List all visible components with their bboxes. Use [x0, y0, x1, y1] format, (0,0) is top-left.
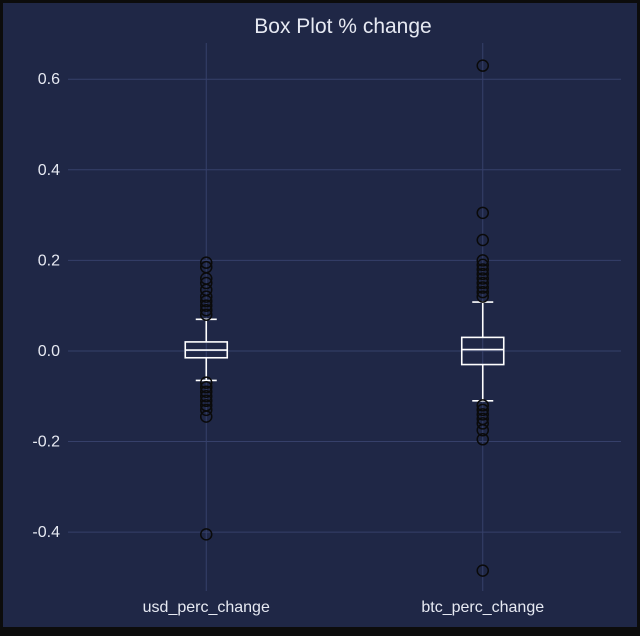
chart-frame: -0.4 -0.2 0.0 0.2 0.4 0.6 usd_perc_change btc_p…	[3, 3, 637, 627]
outlier-point	[476, 290, 489, 303]
outlier-point	[476, 417, 489, 430]
x-tick-label: usd_perc_change	[143, 599, 270, 616]
box-group-usd_perc_change	[184, 256, 229, 541]
outlier-point	[200, 276, 213, 290]
y-tick-label: 0.4	[38, 162, 60, 179]
outlier-point	[200, 308, 213, 321]
outlier-point	[200, 394, 213, 408]
outlier-point	[200, 290, 213, 303]
outlier-point	[200, 385, 213, 398]
outlier-point	[476, 285, 489, 299]
outlier-point	[476, 408, 489, 421]
y-tick-label: 0.0	[38, 343, 60, 360]
y-tick-label: 0.6	[38, 71, 60, 88]
outlier-point	[200, 410, 213, 423]
y-tick-label: -0.4	[32, 524, 60, 541]
outlier-point	[476, 281, 489, 294]
iqr-box	[460, 336, 505, 366]
outlier-point	[200, 299, 213, 312]
outlier-point	[476, 206, 489, 220]
outlier-point	[476, 258, 489, 272]
outlier-point	[476, 399, 489, 412]
y-tick-label: 0.2	[38, 252, 60, 269]
outlier-point	[200, 390, 213, 403]
outlier-point	[200, 376, 213, 389]
outlier-point	[476, 433, 489, 446]
outlier-point	[476, 267, 489, 281]
outlier-point	[200, 303, 213, 317]
axis-layer: -0.4 -0.2 0.0 0.2 0.4 0.6 usd_perc_change btc_p…	[32, 71, 544, 616]
outlier-point	[476, 564, 489, 577]
outlier-point	[476, 272, 489, 285]
outlier-point	[476, 423, 489, 437]
grid-layer	[68, 43, 621, 591]
outlier-point	[476, 263, 489, 276]
outlier-point	[200, 528, 213, 541]
outlier-point	[200, 256, 213, 269]
outlier-point	[200, 294, 213, 308]
y-tick-label: -0.2	[32, 434, 60, 451]
chart-title: Box Plot % change	[254, 15, 431, 38]
box-group-btc_perc_change	[460, 59, 505, 577]
outlier-point	[476, 276, 489, 290]
outlier-point	[200, 380, 213, 394]
outlier-point	[476, 59, 489, 72]
outlier-point	[476, 403, 489, 417]
plot-layer	[184, 59, 505, 577]
outlier-point	[200, 403, 213, 417]
outlier-point	[476, 254, 489, 267]
box-plot-chart: -0.4 -0.2 0.0 0.2 0.4 0.6 usd_perc_change btc_p…	[32, 15, 621, 616]
x-tick-label: btc_perc_change	[421, 599, 544, 616]
outlier-point	[476, 233, 489, 247]
